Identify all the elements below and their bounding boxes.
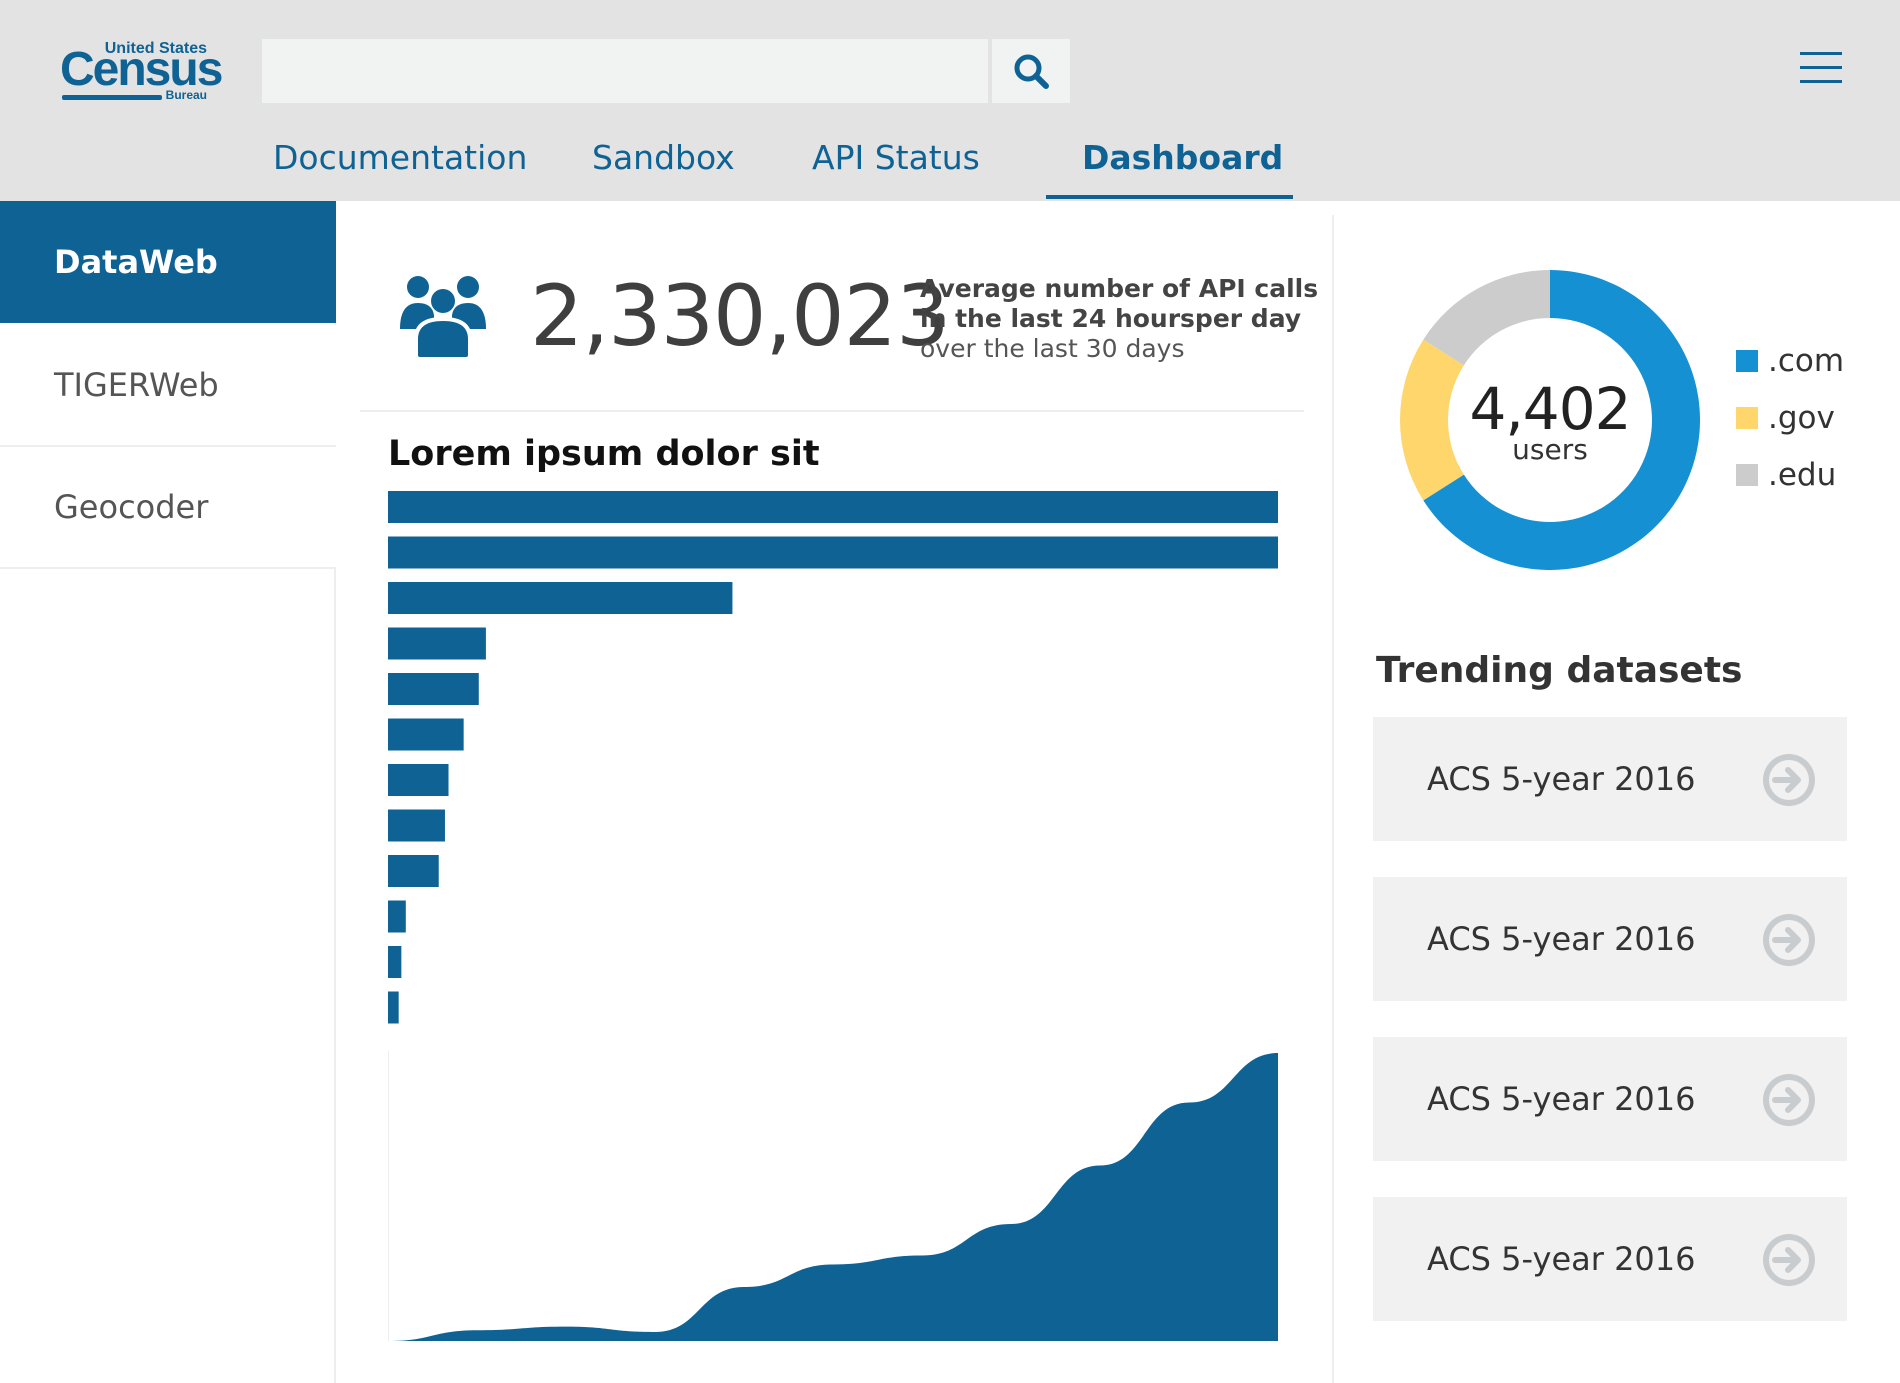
stat-desc-line2: in the last 24 hoursper day	[920, 304, 1302, 333]
donut-center-value: 4,402	[1469, 375, 1631, 443]
search-button[interactable]	[992, 39, 1070, 103]
legend-item-gov: .gov	[1736, 389, 1844, 446]
legend-label-com: .com	[1768, 342, 1845, 379]
trending-dataset-card[interactable]: ACS 5-year 2016	[1373, 717, 1847, 841]
menu-line	[1800, 52, 1842, 55]
legend-swatch-com	[1736, 349, 1758, 372]
bar	[388, 900, 406, 933]
logo-top-text: United States	[104, 40, 207, 57]
legend-label-gov: .gov	[1768, 399, 1835, 436]
main-panel: 2,330,023 Average number of API calls in…	[338, 201, 1332, 1383]
donut-slice	[1400, 339, 1464, 501]
tab-dashboard[interactable]: Dashboard	[1082, 138, 1284, 177]
arrow-right-circle-icon	[1763, 754, 1815, 806]
logo-bottom-text: Bureau	[165, 88, 207, 102]
census-logo[interactable]: United States Census Bureau	[58, 38, 223, 104]
legend-swatch-edu	[1736, 463, 1758, 486]
bar	[388, 491, 1278, 523]
stat-desc-line3: over the last 30 days	[920, 334, 1185, 363]
arrow-right-circle-icon	[1763, 914, 1815, 966]
donut-legend: .com .gov .edu	[1736, 332, 1844, 503]
donut-slice	[1423, 270, 1550, 366]
donut-center-label: users	[1512, 433, 1588, 466]
bar	[388, 764, 449, 796]
trending-dataset-card[interactable]: ACS 5-year 2016	[1373, 1037, 1847, 1161]
menu-line	[1800, 80, 1842, 83]
trending-dataset-label: ACS 5-year 2016	[1427, 1080, 1696, 1118]
trending-dataset-card[interactable]: ACS 5-year 2016	[1373, 1197, 1847, 1321]
bar	[388, 991, 399, 1024]
search-icon	[1014, 54, 1049, 89]
tab-sandbox[interactable]: Sandbox	[592, 138, 735, 177]
menu-line	[1800, 66, 1842, 69]
trending-datasets-title: Trending datasets	[1376, 650, 1743, 691]
bar	[388, 627, 486, 660]
site-header: United States Census Bureau Documentatio…	[0, 0, 1900, 201]
active-tab-underline	[1046, 195, 1293, 199]
logo-underline	[62, 95, 162, 100]
stat-desc-line1: Average number of API calls	[920, 274, 1319, 303]
tab-api-status[interactable]: API Status	[812, 138, 980, 177]
trending-dataset-label: ACS 5-year 2016	[1427, 920, 1696, 958]
users-icon	[400, 276, 486, 357]
bar	[388, 536, 1278, 569]
sidebar-item-geocoder[interactable]: Geocoder	[0, 447, 336, 569]
bar	[388, 718, 464, 751]
bar	[388, 946, 402, 978]
trending-dataset-label: ACS 5-year 2016	[1427, 760, 1696, 798]
bar	[388, 809, 445, 842]
legend-swatch-gov	[1736, 406, 1758, 429]
legend-item-com: .com	[1736, 332, 1844, 389]
arrow-right-circle-icon	[1763, 1234, 1815, 1286]
area-chart	[388, 1051, 1278, 1341]
trending-dataset-card[interactable]: ACS 5-year 2016	[1373, 877, 1847, 1001]
search-input[interactable]	[262, 39, 988, 103]
api-calls-value: 2,330,023	[530, 267, 950, 365]
bar	[388, 673, 479, 705]
hamburger-menu-icon[interactable]	[1800, 52, 1844, 86]
bar	[388, 582, 733, 614]
api-calls-description: Average number of API calls in the last …	[920, 274, 1320, 364]
bar-chart-title: Lorem ipsum dolor sit	[388, 434, 820, 474]
logo-main-text: Census	[60, 43, 223, 96]
area-series	[388, 1053, 1278, 1341]
users-donut-chart	[1400, 270, 1700, 570]
main-nav: Documentation Sandbox API Status Dashboa…	[0, 138, 1400, 201]
tab-documentation[interactable]: Documentation	[273, 138, 528, 177]
sidebar-item-dataweb[interactable]: DataWeb	[0, 201, 336, 323]
arrow-right-circle-icon	[1763, 1074, 1815, 1126]
trending-dataset-label: ACS 5-year 2016	[1427, 1240, 1696, 1278]
bar	[388, 855, 439, 887]
legend-item-edu: .edu	[1736, 446, 1844, 503]
column-divider	[1332, 215, 1334, 1383]
donut-slice	[1423, 270, 1700, 570]
section-divider	[360, 410, 1304, 412]
sidebar-item-tigerweb[interactable]: TIGERWeb	[0, 325, 336, 447]
legend-label-edu: .edu	[1768, 456, 1837, 493]
sidebar: DataWeb TIGERWeb Geocoder	[0, 201, 336, 1383]
bar-chart	[388, 491, 1278, 1024]
